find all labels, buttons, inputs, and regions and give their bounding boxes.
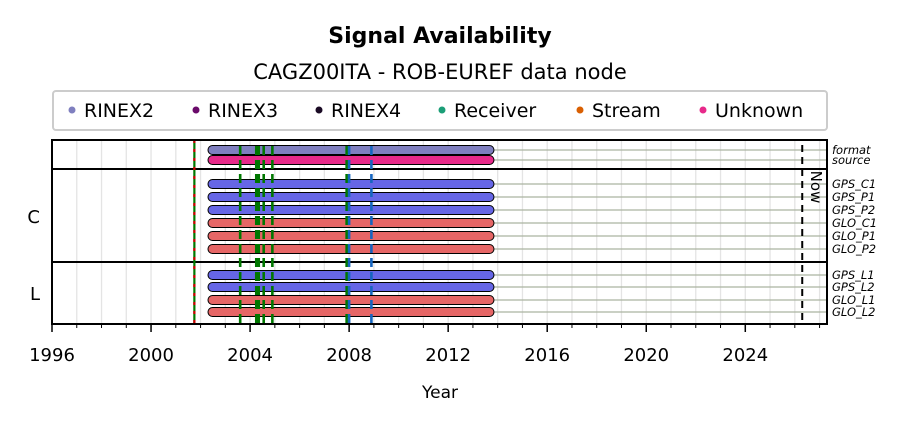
legend-label-receiver: Receiver (454, 100, 536, 122)
legend-label-unknown: Unknown (715, 100, 803, 122)
legend: RINEX2 RINEX3 RINEX4 Receiver Stream Unknown (52, 90, 828, 131)
legend-marker-stream (576, 106, 584, 114)
legend-label-rinex2: RINEX2 (84, 100, 154, 122)
plot-area: formatsourceCGPS_C1GPS_P1GPS_P2GLO_C1GLO… (27, 139, 877, 366)
chart-title: Signal Availability (328, 24, 551, 49)
group-label-L: L (30, 284, 40, 305)
availability-bar-GLO_L1 (207, 295, 495, 305)
legend-marker-rinex2 (68, 106, 76, 114)
row-label-GPS_P1: GPS_P1 (832, 190, 875, 204)
group-label-C: C (27, 207, 40, 228)
x-tick-label-2024: 2024 (722, 345, 768, 366)
availability-bar-GLO_P1 (207, 231, 495, 241)
availability-bar-GPS_L2 (207, 282, 495, 292)
row-label-GLO_L2: GLO_L2 (832, 305, 876, 319)
row-label-GLO_P2: GLO_P2 (832, 242, 876, 256)
x-axis-label: Year (421, 383, 458, 403)
availability-bar-GPS_L1 (207, 270, 495, 280)
row-label-GLO_P1: GLO_P1 (832, 229, 876, 243)
availability-bar-GLO_C1 (207, 218, 495, 228)
legend-marker-rinex4 (315, 106, 323, 114)
row-label-GLO_C1: GLO_C1 (832, 216, 877, 230)
x-tick-label-2000: 2000 (128, 345, 174, 366)
availability-bar-format (207, 145, 495, 155)
plot-frame (51, 139, 828, 325)
row-label-GPS_P2: GPS_P2 (832, 203, 875, 217)
availability-bar-GPS_P2 (207, 205, 495, 215)
legend-label-stream: Stream (592, 100, 661, 122)
x-tick-label-2012: 2012 (425, 345, 471, 366)
availability-bar-source (207, 155, 495, 165)
legend-label-rinex4: RINEX4 (331, 100, 401, 122)
availability-bar-GPS_C1 (207, 179, 495, 189)
row-label-GPS_L2: GPS_L2 (832, 280, 875, 294)
x-tick-label-2008: 2008 (326, 345, 372, 366)
x-tick-label-1996: 1996 (29, 345, 75, 366)
legend-label-rinex3: RINEX3 (208, 100, 278, 122)
x-tick-label-2020: 2020 (623, 345, 669, 366)
x-tick-label-2016: 2016 (524, 345, 570, 366)
x-tick-label-2004: 2004 (227, 345, 273, 366)
row-label-GPS_L1: GPS_L1 (832, 268, 875, 282)
row-label-format: format (832, 143, 871, 157)
legend-marker-unknown (699, 106, 707, 114)
legend-marker-receiver (438, 106, 446, 114)
row-label-GLO_L1: GLO_L1 (832, 293, 876, 307)
availability-bar-GPS_P1 (207, 192, 495, 202)
availability-bar-GLO_L2 (207, 307, 495, 317)
availability-bar-GLO_P2 (207, 244, 495, 254)
row-label-source: source (832, 153, 870, 167)
row-label-GPS_C1: GPS_C1 (832, 177, 876, 191)
now-label: Now (807, 171, 825, 204)
chart-subtitle: CAGZ00ITA - ROB-EUREF data node (253, 60, 626, 84)
legend-marker-rinex3 (192, 106, 200, 114)
